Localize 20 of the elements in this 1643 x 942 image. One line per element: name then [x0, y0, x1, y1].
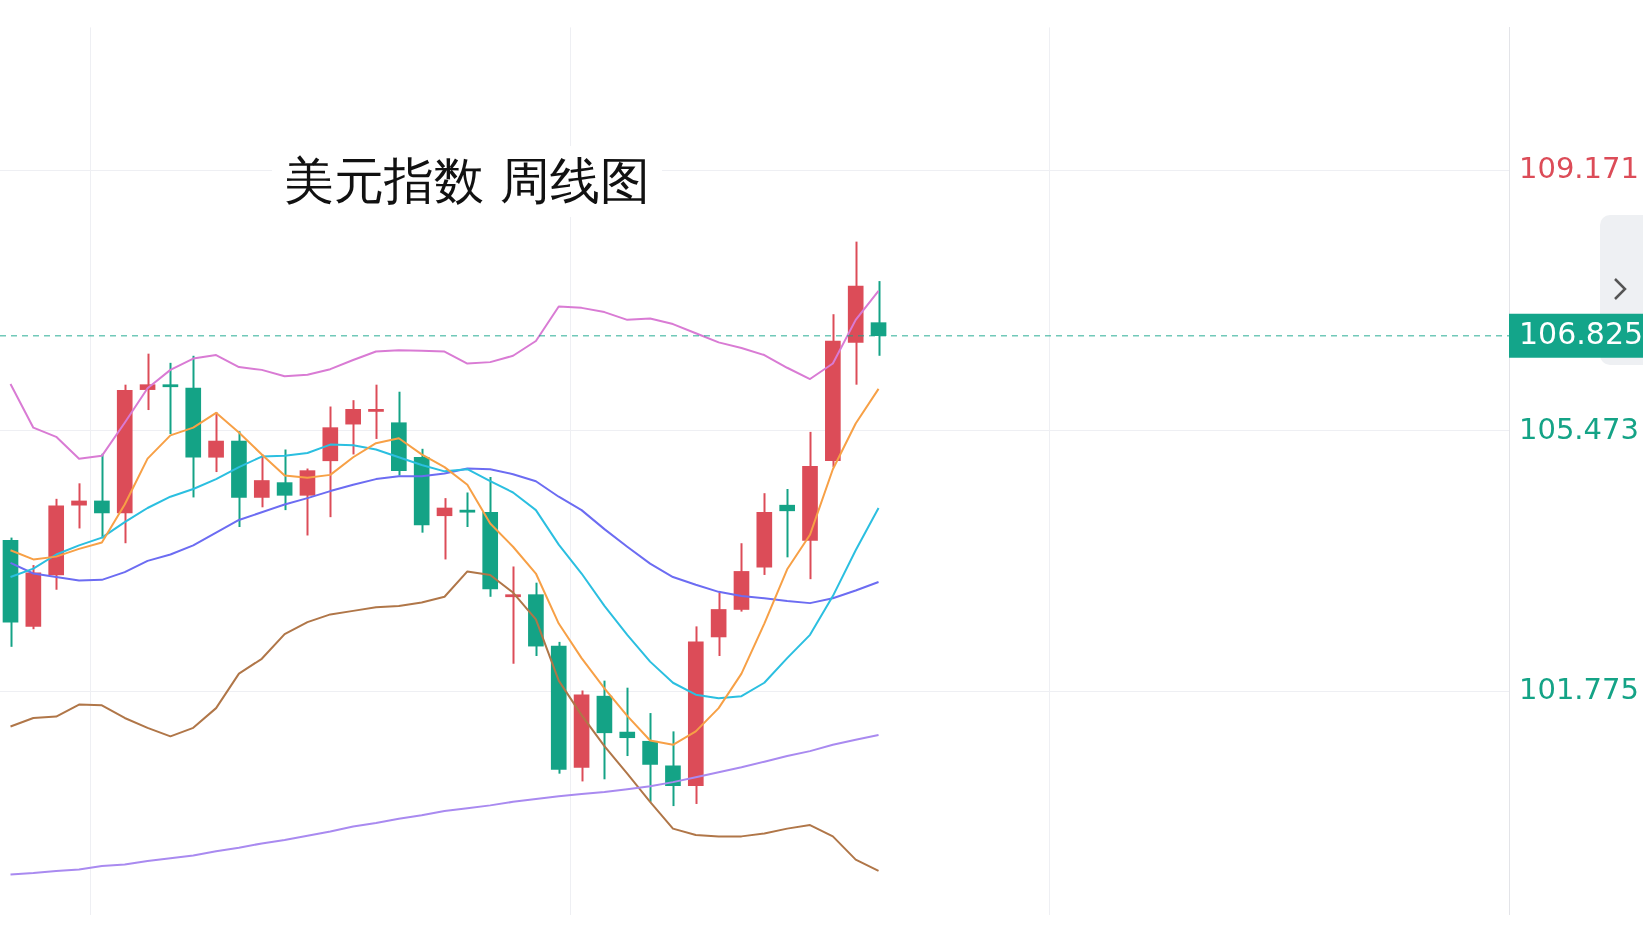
candlestick [276, 448, 293, 512]
text: 美元指数 周线图 [272, 146, 662, 217]
candlestick [162, 361, 179, 435]
candlestick [253, 453, 270, 509]
candlestick [71, 482, 87, 530]
ref-line-label: 106.825 [1519, 316, 1643, 352]
y-tick-label: 109.171 [1519, 150, 1639, 185]
candlestick [345, 399, 361, 456]
candlestick [208, 411, 224, 474]
candlestick [870, 280, 887, 357]
candlestick [665, 730, 681, 808]
candlestick [436, 497, 453, 561]
y-tick-label: 101.775 [1519, 672, 1639, 707]
candlestick [459, 491, 476, 529]
candlestick [368, 383, 384, 440]
candlestick [619, 686, 636, 758]
candlestick [779, 487, 795, 559]
candlestick [642, 712, 658, 803]
y-tick-label: 105.473 [1519, 411, 1639, 446]
candlestick [505, 565, 521, 665]
